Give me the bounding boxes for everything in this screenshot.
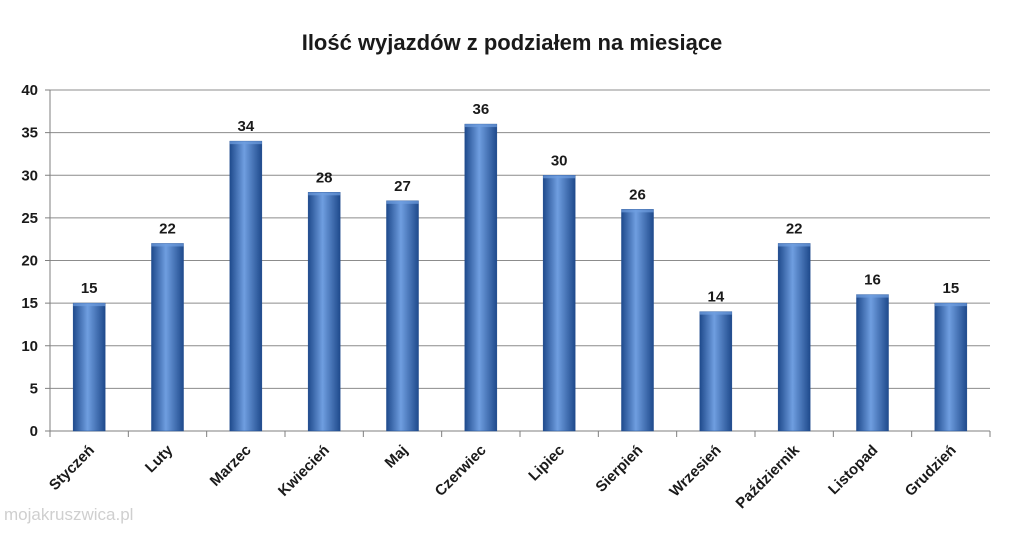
bar-top-highlight [73, 303, 106, 307]
data-labels: 15 22 34 28 27 36 30 26 14 22 16 15 [81, 101, 959, 306]
data-label: 34 [237, 118, 254, 135]
x-tick-label: Kwiecień [275, 442, 333, 500]
bar [72, 302, 106, 432]
x-tick-label: Marzec [207, 442, 255, 490]
bar [386, 200, 419, 432]
gridlines [45, 89, 990, 432]
bar-top-highlight [778, 243, 811, 247]
x-tick-label: Lipiec [525, 442, 568, 485]
x-tick-label: Styczeń [46, 442, 98, 494]
bar-top-highlight [464, 124, 497, 128]
x-tick-labels: Styczeń Luty Marzec Kwiecień Maj Czerwiec Lipi… [46, 441, 960, 512]
data-label: 36 [472, 101, 489, 118]
y-tick-label: 30 [21, 167, 38, 184]
y-tick-label: 15 [21, 295, 38, 312]
x-tick-label: Październik [733, 441, 804, 512]
bars [72, 123, 968, 432]
bar-top-highlight [543, 175, 576, 179]
bar-top-highlight [934, 303, 967, 307]
bar [934, 302, 968, 432]
axes [49, 90, 991, 437]
chart-title: Ilość wyjazdów z podziałem na miesiące [302, 30, 723, 55]
x-tick-label: Luty [142, 441, 177, 476]
bar [621, 209, 654, 432]
x-tick-label: Wrzesień [666, 442, 724, 500]
bar [151, 243, 184, 432]
y-tick-label: 5 [30, 380, 38, 397]
bar [777, 243, 811, 432]
x-tick-label: Maj [382, 442, 412, 472]
bar-top-highlight [699, 311, 732, 315]
data-label: 14 [707, 289, 724, 306]
bar [699, 311, 733, 432]
data-label: 15 [81, 280, 98, 297]
y-tick-label: 35 [21, 125, 38, 142]
y-tick-labels: 0 5 10 15 20 25 30 35 40 [21, 82, 38, 440]
bar [542, 175, 576, 432]
y-tick-label: 20 [21, 253, 38, 270]
data-label: 22 [786, 220, 803, 237]
data-label: 16 [864, 272, 881, 289]
data-label: 26 [629, 186, 646, 203]
bar-top-highlight [308, 192, 341, 196]
watermark-text: mojakruszwica.pl [4, 505, 133, 524]
x-tick-label: Grudzień [902, 442, 960, 500]
data-label: 27 [394, 178, 411, 195]
bar [464, 123, 498, 432]
bar-top-highlight [621, 209, 654, 213]
bar [229, 140, 263, 432]
data-label: 28 [316, 169, 333, 186]
x-tick-label: Czerwiec [432, 442, 490, 500]
data-label: 15 [942, 280, 959, 297]
x-tick-label: Sierpień [592, 442, 646, 496]
bar-top-highlight [856, 294, 889, 298]
y-tick-label: 25 [21, 210, 38, 227]
data-label: 22 [159, 220, 176, 237]
data-label: 30 [551, 152, 568, 169]
y-tick-label: 40 [21, 82, 38, 99]
bar [856, 294, 889, 432]
bar-top-highlight [229, 141, 262, 145]
y-tick-label: 10 [21, 338, 38, 355]
x-tick-label: Listopad [825, 442, 881, 498]
bar [307, 192, 341, 432]
bar-top-highlight [151, 243, 184, 247]
bar-top-highlight [386, 200, 419, 204]
y-tick-label: 0 [30, 423, 38, 440]
